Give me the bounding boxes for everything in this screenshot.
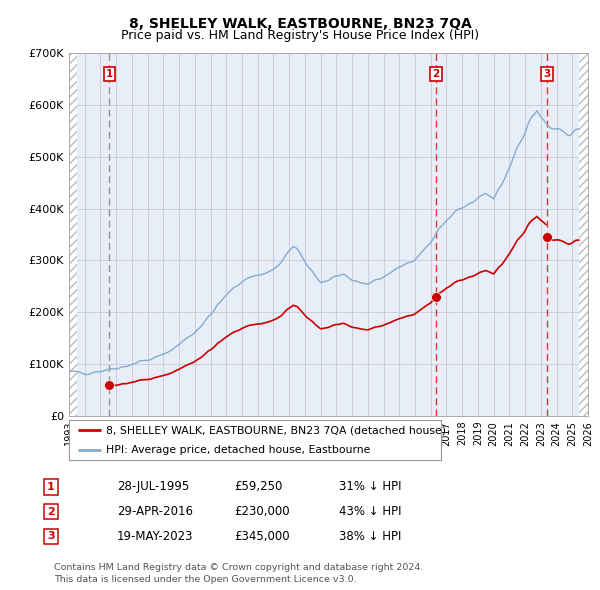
Text: 2: 2 bbox=[432, 69, 440, 79]
Text: 31% ↓ HPI: 31% ↓ HPI bbox=[339, 480, 401, 493]
Text: 2: 2 bbox=[47, 507, 55, 516]
Bar bbox=[578, 53, 588, 416]
Text: £59,250: £59,250 bbox=[234, 480, 283, 493]
Text: 38% ↓ HPI: 38% ↓ HPI bbox=[339, 530, 401, 543]
Text: £230,000: £230,000 bbox=[234, 505, 290, 518]
Text: £345,000: £345,000 bbox=[234, 530, 290, 543]
Point bbox=[104, 381, 114, 390]
Text: 8, SHELLEY WALK, EASTBOURNE, BN23 7QA: 8, SHELLEY WALK, EASTBOURNE, BN23 7QA bbox=[128, 17, 472, 31]
Text: 8, SHELLEY WALK, EASTBOURNE, BN23 7QA (detached house): 8, SHELLEY WALK, EASTBOURNE, BN23 7QA (d… bbox=[106, 425, 446, 435]
Point bbox=[542, 232, 551, 242]
Text: Price paid vs. HM Land Registry's House Price Index (HPI): Price paid vs. HM Land Registry's House … bbox=[121, 29, 479, 42]
Text: 3: 3 bbox=[543, 69, 550, 79]
Text: 3: 3 bbox=[47, 532, 55, 541]
Bar bbox=[69, 53, 77, 416]
Text: 28-JUL-1995: 28-JUL-1995 bbox=[117, 480, 189, 493]
Text: 29-APR-2016: 29-APR-2016 bbox=[117, 505, 193, 518]
Text: 19-MAY-2023: 19-MAY-2023 bbox=[117, 530, 193, 543]
Point bbox=[431, 292, 441, 301]
Text: 1: 1 bbox=[106, 69, 113, 79]
Text: 43% ↓ HPI: 43% ↓ HPI bbox=[339, 505, 401, 518]
Text: Contains HM Land Registry data © Crown copyright and database right 2024.
This d: Contains HM Land Registry data © Crown c… bbox=[54, 563, 424, 584]
Text: HPI: Average price, detached house, Eastbourne: HPI: Average price, detached house, East… bbox=[106, 445, 371, 455]
Text: 1: 1 bbox=[47, 482, 55, 491]
